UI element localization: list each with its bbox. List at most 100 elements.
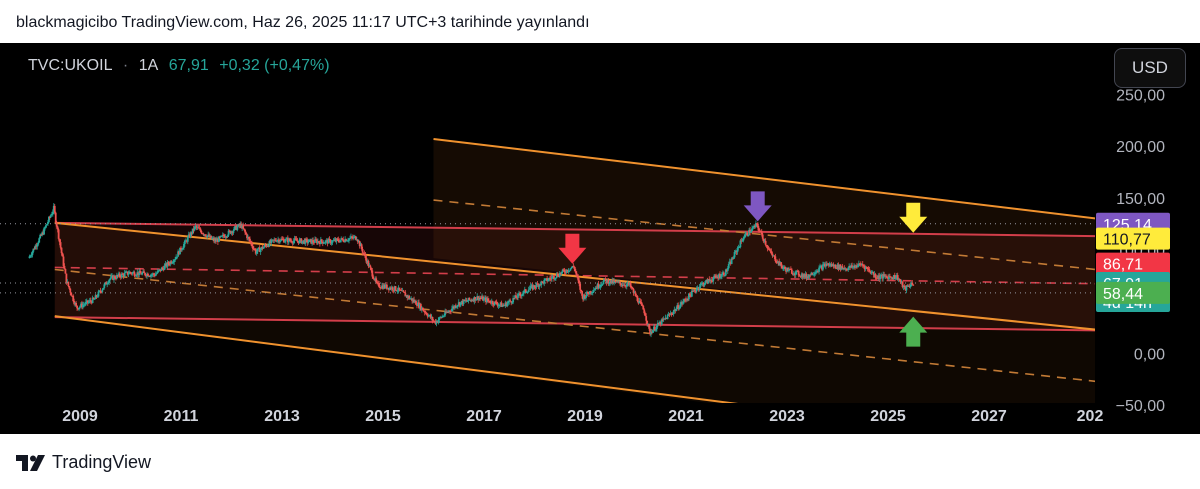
candle-body — [402, 290, 405, 292]
candle — [822, 261, 824, 272]
candle-body — [469, 299, 472, 301]
tradingview-logo[interactable]: TradingView — [16, 452, 151, 473]
candle-body — [389, 287, 392, 290]
candle-body — [626, 282, 629, 285]
candle — [458, 301, 461, 308]
candle — [295, 236, 298, 241]
candle-body — [825, 264, 828, 266]
candle — [490, 298, 493, 306]
candle — [755, 220, 757, 228]
candle — [805, 272, 808, 281]
candle-body — [674, 309, 677, 312]
candle-body — [221, 234, 224, 236]
candle — [342, 236, 345, 243]
candle — [787, 267, 789, 272]
candle-body — [49, 215, 52, 218]
candle — [568, 270, 571, 273]
candle — [302, 240, 305, 244]
candle-body — [295, 239, 298, 241]
candle-body — [202, 233, 205, 235]
candle — [781, 264, 784, 270]
candle — [253, 248, 256, 251]
candle-body — [524, 289, 527, 293]
candle-body — [761, 234, 764, 239]
candle-body — [43, 228, 45, 235]
currency-button[interactable]: USD — [1114, 48, 1186, 88]
candle-body — [856, 265, 858, 268]
candle-body — [331, 240, 334, 243]
candle — [57, 228, 60, 241]
candle-body — [414, 300, 416, 303]
candle — [354, 235, 357, 241]
candle — [455, 305, 458, 309]
chart-area[interactable]: 250,00200,00150,00100,0050,000,00−50,002… — [0, 43, 1200, 434]
candle-body — [219, 235, 222, 238]
candle — [812, 272, 815, 276]
candle-body — [831, 264, 834, 267]
candle-body — [482, 296, 484, 301]
price-badge-red: 86,71 — [1096, 252, 1170, 275]
candle — [339, 240, 342, 243]
candle-body — [526, 291, 529, 293]
candle — [561, 268, 564, 274]
candle — [311, 237, 314, 246]
candle — [724, 268, 727, 277]
candle-body — [287, 238, 290, 243]
candle-body — [103, 284, 106, 288]
candle — [157, 269, 160, 273]
candle-body — [882, 274, 885, 279]
candle-body — [757, 227, 760, 231]
candle — [737, 244, 740, 251]
candle-body — [41, 232, 44, 236]
candle — [362, 252, 365, 255]
candle-body — [679, 304, 682, 308]
price-chart[interactable]: 250,00200,00150,00100,0050,000,00−50,002… — [0, 43, 1200, 434]
candle-body — [897, 279, 900, 281]
candle-body — [309, 239, 312, 241]
candle-body — [802, 274, 805, 278]
candle — [802, 273, 805, 280]
candle-body — [404, 292, 407, 297]
candle — [278, 238, 280, 244]
candle — [681, 301, 684, 307]
candle-body — [268, 241, 271, 247]
candle — [108, 279, 111, 286]
candle-body — [471, 300, 474, 302]
candle-body — [250, 241, 252, 243]
candle-body — [363, 253, 366, 255]
candle-body — [554, 277, 557, 279]
candle-body — [558, 273, 561, 277]
candle-body — [223, 236, 226, 238]
candle-body — [261, 246, 264, 249]
candle — [454, 303, 457, 309]
candle — [296, 237, 299, 244]
symbol-interval[interactable]: 1A — [138, 57, 159, 74]
candle-body — [903, 286, 906, 288]
candle-body — [595, 287, 598, 289]
candle-body — [350, 236, 352, 239]
candle-body — [883, 274, 886, 276]
candle-body — [254, 249, 257, 254]
candle — [530, 283, 533, 289]
candle — [67, 281, 70, 287]
candle — [746, 232, 749, 237]
candle — [228, 229, 231, 232]
candle — [797, 270, 800, 278]
candle — [495, 299, 498, 305]
candle — [698, 284, 701, 292]
candle-body — [540, 281, 543, 286]
candle-body — [301, 241, 304, 244]
candle — [221, 232, 224, 239]
candle-body — [782, 267, 785, 269]
candle — [258, 245, 261, 253]
candle-body — [716, 276, 718, 278]
candle-body — [681, 302, 684, 304]
symbol-ticker[interactable]: TVC:UKOIL — [28, 57, 113, 74]
candle — [64, 268, 67, 274]
candle — [197, 225, 200, 229]
candle — [186, 235, 189, 245]
candle — [327, 237, 330, 244]
candle-body — [727, 263, 730, 269]
candle-body — [305, 238, 308, 240]
candle-body — [72, 295, 75, 302]
